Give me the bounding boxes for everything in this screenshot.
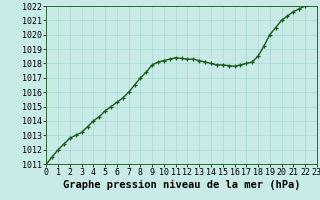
X-axis label: Graphe pression niveau de la mer (hPa): Graphe pression niveau de la mer (hPa)	[63, 180, 300, 190]
